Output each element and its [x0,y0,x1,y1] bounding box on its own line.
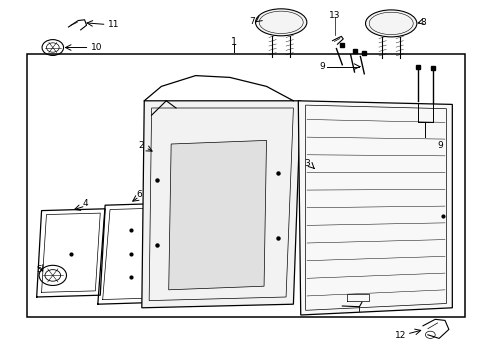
Text: 1: 1 [230,37,236,47]
Text: 9: 9 [319,62,325,71]
Polygon shape [142,101,300,308]
Text: 8: 8 [420,18,426,27]
Text: 7: 7 [249,17,255,26]
Text: 13: 13 [328,10,340,19]
Text: 5: 5 [36,265,41,274]
Polygon shape [298,101,451,315]
Text: 6: 6 [136,190,142,199]
Text: 2: 2 [138,141,144,150]
Text: 4: 4 [82,199,88,208]
Text: 11: 11 [107,20,119,29]
Text: 9: 9 [437,141,443,150]
Ellipse shape [255,9,306,36]
Bar [27,54,464,317]
Text: 10: 10 [90,43,102,52]
Polygon shape [168,140,266,290]
Ellipse shape [365,10,416,37]
Text: 12: 12 [394,331,405,340]
Text: 3: 3 [304,159,310,168]
